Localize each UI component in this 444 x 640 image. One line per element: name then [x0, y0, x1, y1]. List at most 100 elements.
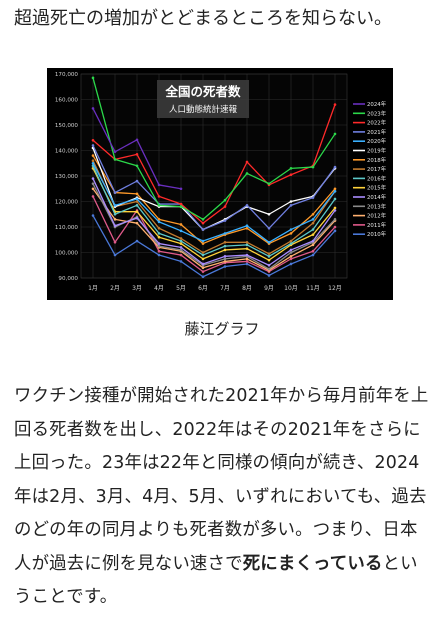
x-tick-label: 1月: [88, 285, 98, 292]
legend-item: 2012年: [353, 212, 387, 220]
data-point: [311, 228, 315, 231]
legend-item: 2023年: [353, 109, 387, 117]
data-point: [289, 255, 293, 258]
data-point: [91, 161, 95, 165]
data-point: [91, 195, 95, 198]
data-point: [113, 253, 117, 257]
data-point: [157, 253, 161, 257]
legend-label: 2015年: [367, 184, 387, 192]
x-tick-label: 11月: [306, 285, 320, 292]
y-tick-label: 100,000: [55, 251, 79, 257]
data-point: [267, 263, 271, 267]
data-point: [135, 164, 139, 168]
legend-label: 2020年: [367, 137, 387, 145]
data-point: [157, 242, 161, 245]
legend-item: 2019年: [353, 147, 387, 155]
legend-label: 2014年: [367, 193, 387, 201]
x-tick-label: 12月: [328, 285, 342, 292]
data-point: [223, 219, 227, 222]
data-point: [223, 265, 227, 268]
series-2014年: [91, 177, 337, 267]
data-point: [223, 244, 227, 248]
series-line: [92, 178, 336, 266]
data-point: [179, 253, 183, 257]
data-point: [267, 182, 271, 185]
data-point: [201, 218, 205, 221]
data-point: [157, 195, 161, 198]
data-point: [113, 158, 117, 161]
series-line: [92, 168, 336, 261]
data-point: [267, 255, 271, 258]
y-tick-label: 110,000: [55, 225, 79, 231]
data-point: [91, 159, 95, 162]
data-point: [311, 221, 315, 225]
x-tick-label: 7月: [220, 285, 230, 292]
data-point: [201, 242, 205, 245]
data-point: [223, 255, 227, 258]
x-tick-label: 9月: [264, 285, 274, 292]
data-point: [267, 252, 271, 256]
y-tick-label: 140,000: [55, 149, 79, 155]
legend-label: 2012年: [367, 212, 387, 220]
legend-item: 2024年: [353, 100, 387, 108]
data-point: [289, 239, 293, 243]
data-point: [113, 191, 117, 194]
data-point: [311, 239, 315, 243]
data-point: [289, 200, 293, 203]
legend-label: 2023年: [367, 109, 387, 117]
data-point: [179, 248, 183, 252]
data-point: [179, 237, 183, 240]
data-point: [201, 275, 205, 279]
legend-item: 2013年: [353, 202, 387, 210]
series-layer: [91, 76, 337, 279]
data-point: [289, 251, 293, 254]
data-point: [245, 262, 249, 266]
data-point: [113, 218, 117, 221]
data-point: [289, 204, 293, 207]
data-point: [179, 202, 183, 206]
data-point: [179, 239, 183, 243]
data-point: [157, 244, 161, 248]
data-point: [113, 212, 117, 216]
data-point: [157, 235, 161, 239]
title-box: [157, 80, 249, 118]
legend-item: 2021年: [353, 128, 387, 136]
data-point: [91, 107, 95, 110]
chart-title: 全国の死者数: [164, 84, 241, 99]
data-point: [201, 253, 205, 257]
legend-label: 2022年: [367, 119, 387, 127]
series-line: [92, 162, 336, 243]
chart-subtitle: 人口動態統計速報: [169, 104, 238, 115]
y-tick-label: 170,000: [55, 72, 79, 78]
data-point: [267, 274, 271, 277]
y-tick-label: 160,000: [55, 98, 79, 104]
article-body: ワクチン接種が開始された2021年から毎月前年を上回る死者数を出し、2022年は…: [14, 380, 430, 615]
data-point: [245, 257, 249, 261]
data-point: [333, 103, 337, 106]
data-point: [135, 221, 139, 225]
legend-label: 2017年: [367, 165, 387, 173]
data-point: [245, 247, 249, 250]
legend-item: 2022年: [353, 119, 387, 127]
data-point: [91, 139, 95, 142]
data-point: [267, 241, 271, 244]
data-point: [267, 226, 271, 230]
series-line: [92, 160, 336, 255]
data-point: [201, 251, 205, 254]
series-2020年: [91, 161, 337, 244]
data-point: [201, 239, 205, 243]
data-point: [245, 204, 249, 207]
data-point: [245, 172, 249, 175]
data-point: [201, 221, 205, 225]
data-point: [245, 243, 249, 247]
data-point: [179, 229, 183, 233]
data-point: [333, 229, 337, 233]
data-point: [289, 262, 293, 266]
data-point: [223, 257, 227, 261]
legend-item: 2018年: [353, 156, 387, 164]
data-point: [289, 248, 293, 252]
data-point: [289, 173, 293, 177]
series-line: [92, 188, 336, 272]
data-point: [91, 214, 95, 217]
data-point: [333, 225, 337, 229]
